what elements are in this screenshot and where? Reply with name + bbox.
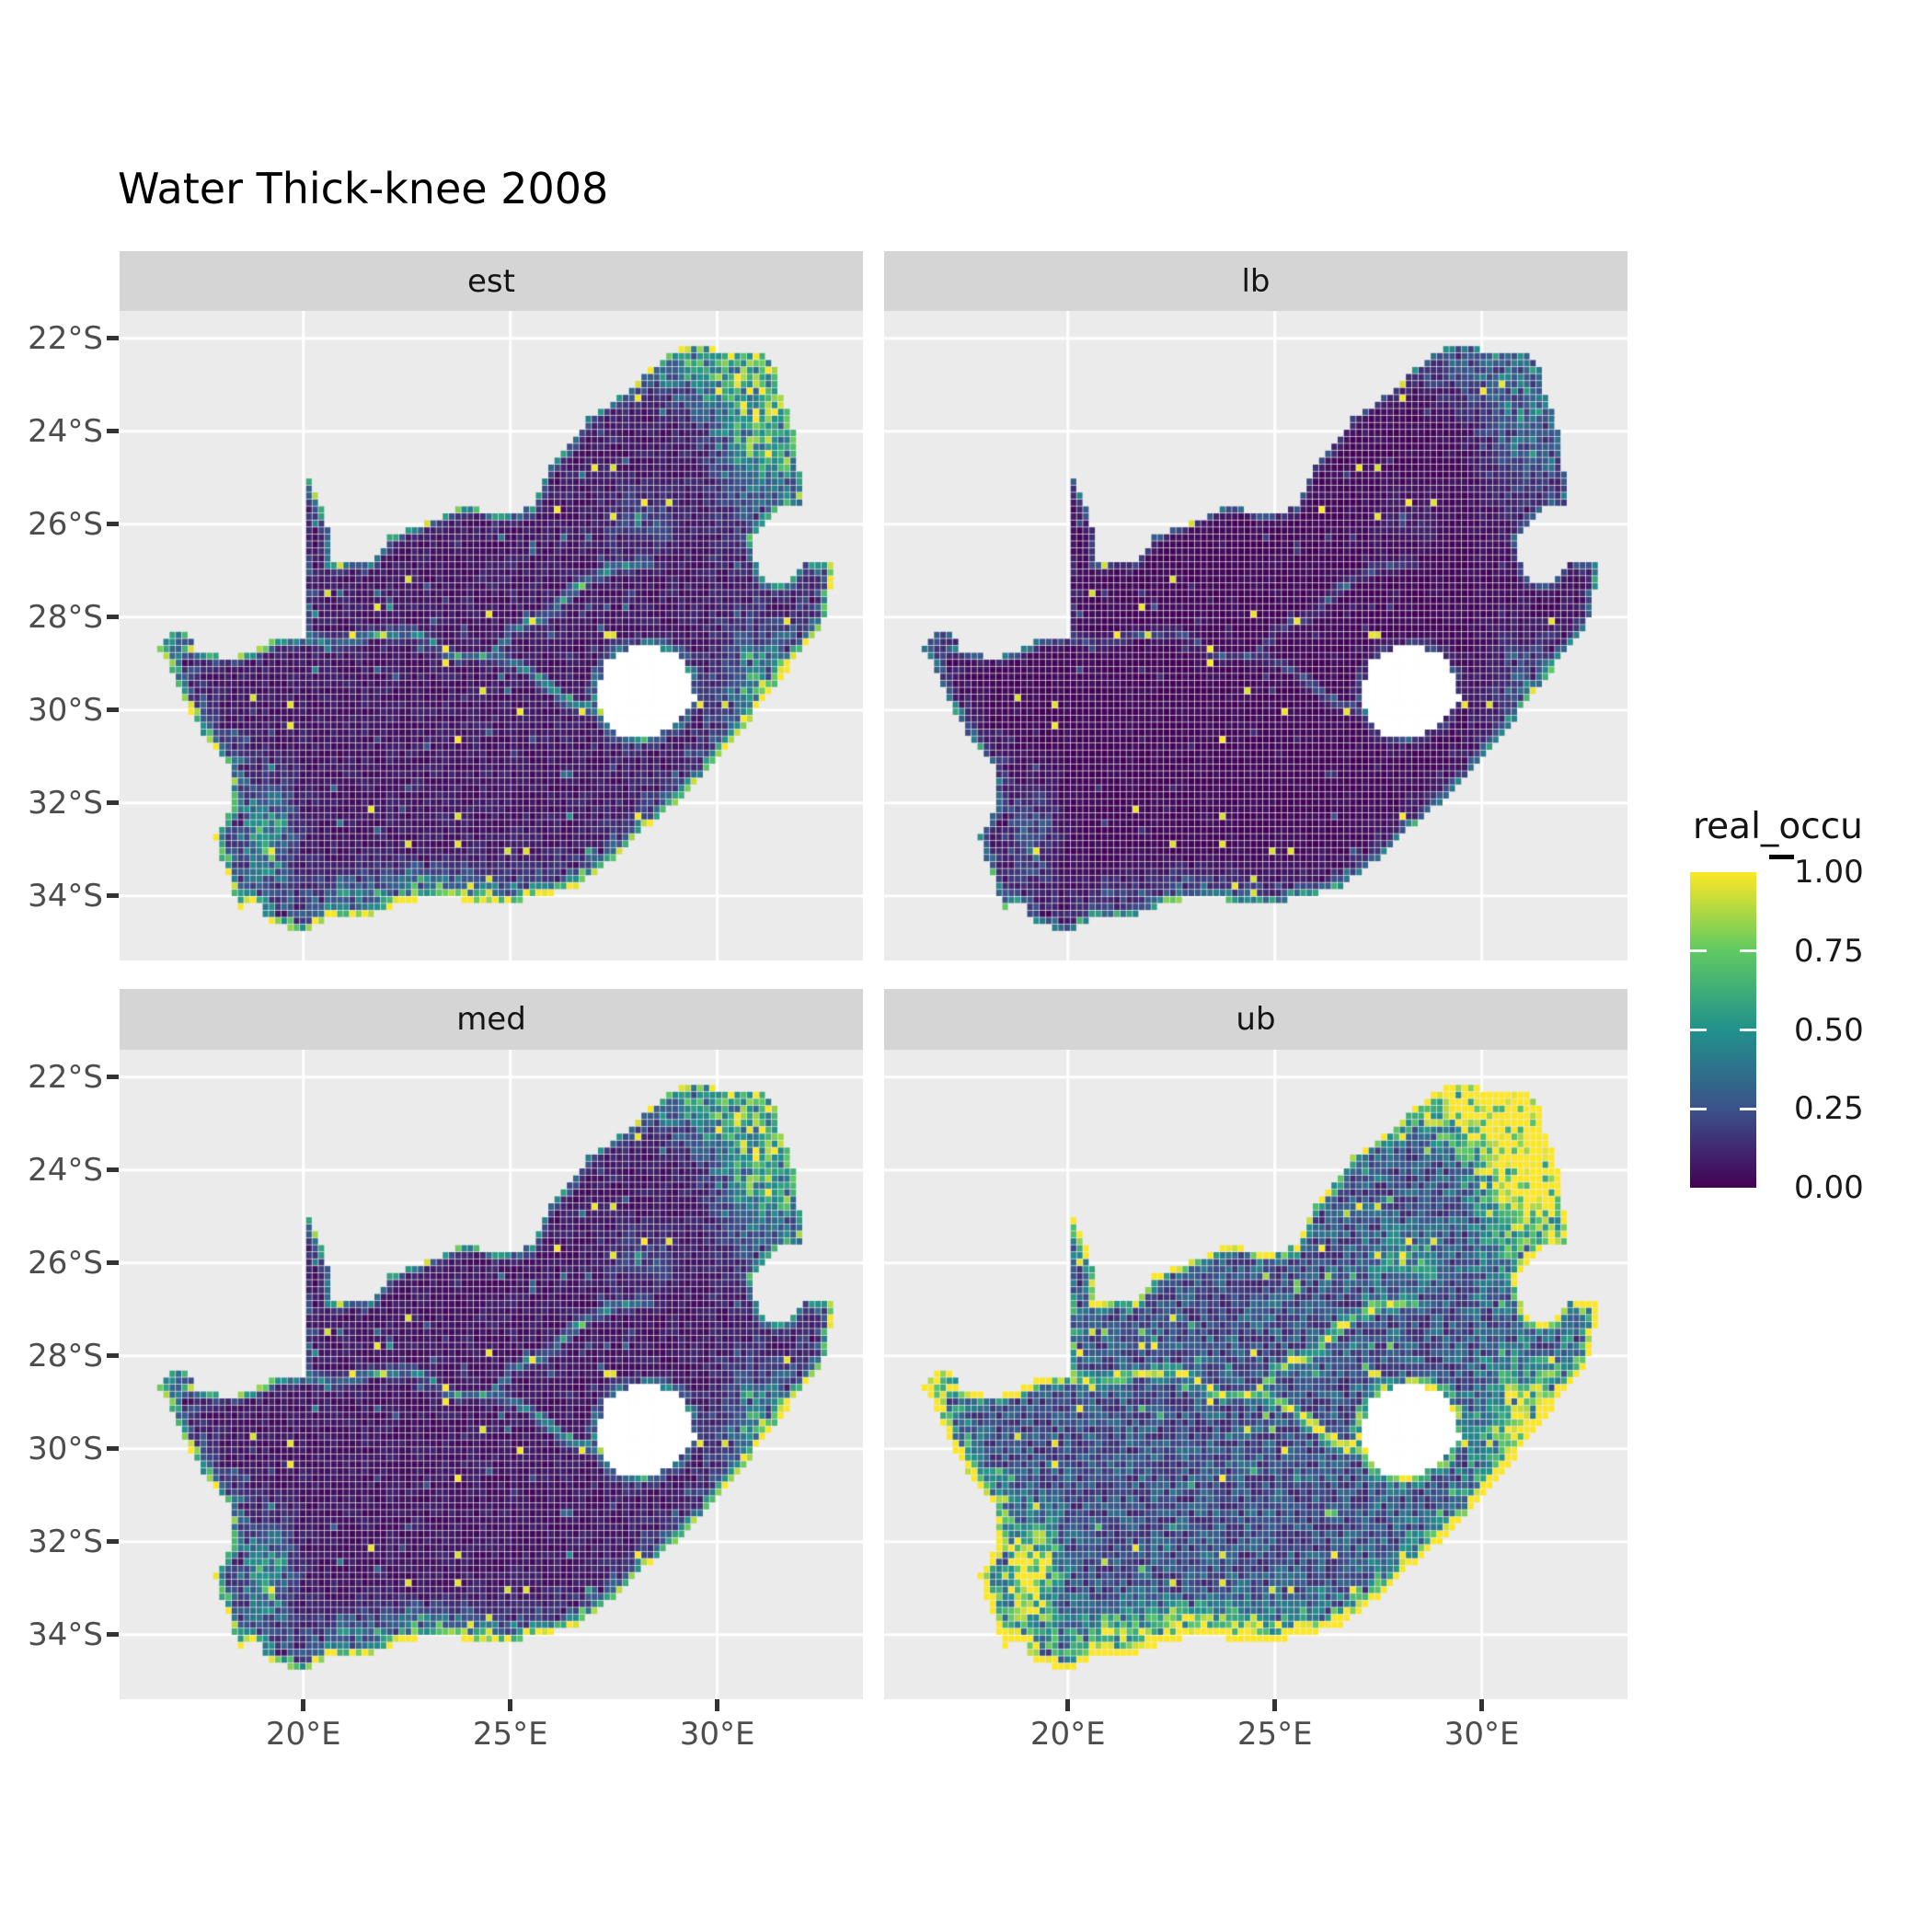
y-axis-tick-mark [107,615,119,620]
y-axis-tick-label: 22°S [28,1058,103,1096]
y-axis-tick-label: 30°S [28,691,103,729]
y-axis-tick-label: 26°S [28,1244,103,1282]
y-axis-tick-mark [107,707,119,713]
facet-strip-label: ub [1236,1001,1276,1038]
facet-strip-label: med [456,1001,526,1038]
y-axis-tick-label: 24°S [28,1151,103,1189]
y-axis-tick-mark [107,1075,119,1080]
legend-tick-label: 0.75 [1794,932,1864,970]
y-axis-tick-mark [107,429,119,434]
y-axis-tick-mark [107,1539,119,1545]
x-axis-tick-mark [1272,1699,1278,1711]
map-canvas-est [120,311,863,960]
x-axis-tick-mark [301,1699,306,1711]
legend-tick-label: 0.25 [1794,1090,1864,1128]
map-canvas-med [120,1050,863,1699]
legend-tick-mark [1690,1029,1707,1031]
y-axis-tick-mark [107,1353,119,1359]
x-axis-tick-label: 25°E [472,1716,548,1753]
facet-panel-lb [884,311,1627,960]
x-axis-tick-mark [508,1699,513,1711]
facet-panel-ub [884,1050,1627,1699]
y-axis-tick-mark [107,1632,119,1638]
legend-tick-mark [1740,1029,1756,1031]
y-axis-tick-label: 32°S [28,1523,103,1560]
x-axis-tick-label: 20°E [1029,1716,1106,1753]
x-axis-tick-mark [1479,1699,1485,1711]
y-axis-tick-label: 32°S [28,784,103,822]
legend-tick-mark [1740,949,1756,953]
legend-tick-mark [1690,949,1707,953]
x-axis-tick-mark [1065,1699,1071,1711]
x-axis-tick-label: 20°E [265,1716,341,1753]
y-axis-tick-mark [107,522,119,527]
y-axis-tick-label: 30°S [28,1430,103,1467]
y-axis-tick-label: 28°S [28,598,103,636]
y-axis-tick-label: 22°S [28,319,103,357]
y-axis-tick-mark [107,893,119,899]
y-axis-tick-label: 28°S [28,1337,103,1374]
facet-strip-label: lb [1241,262,1271,300]
x-axis-tick-label: 30°E [679,1716,755,1753]
y-axis-tick-label: 34°S [28,1616,103,1653]
legend-title: real_occu [1693,806,1863,847]
legend-tick-top [1769,855,1794,859]
legend-tick-label: 0.00 [1794,1169,1864,1206]
y-axis-tick-label: 34°S [28,877,103,914]
x-axis-tick-label: 30°E [1443,1716,1520,1753]
facet-panel-med [120,1050,863,1699]
y-axis-tick-mark [107,800,119,806]
x-axis-tick-mark [715,1699,720,1711]
facet-strip-est: est [120,251,863,311]
legend-tick-label: 1.00 [1794,854,1864,891]
map-canvas-ub [884,1050,1627,1699]
facet-strip-label: est [467,262,515,300]
y-axis-tick-label: 24°S [28,412,103,450]
legend-tick-mark [1690,1107,1707,1110]
facet-strip-lb: lb [884,251,1627,311]
facet-strip-med: med [120,989,863,1050]
y-axis-tick-label: 26°S [28,505,103,543]
y-axis-tick-mark [107,1446,119,1452]
plot-title: Water Thick-knee 2008 [118,164,609,213]
legend-tick-mark [1740,1107,1756,1110]
y-axis-tick-mark [107,1260,119,1266]
map-canvas-lb [884,311,1627,960]
facet-strip-ub: ub [884,989,1627,1050]
facet-panel-est [120,311,863,960]
legend-tick-label: 0.50 [1794,1011,1864,1049]
y-axis-tick-mark [107,336,119,341]
x-axis-tick-label: 25°E [1236,1716,1313,1753]
y-axis-tick-mark [107,1167,119,1173]
